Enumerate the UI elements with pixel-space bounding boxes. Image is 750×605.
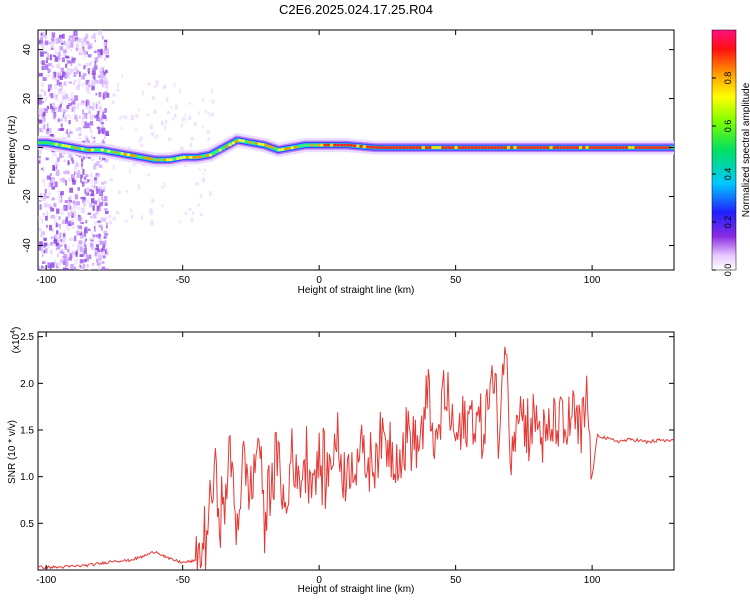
top-x-ticks: -100 -50 0 50 100 bbox=[36, 30, 601, 286]
bottom-y-tick-label-0: 0.5 bbox=[20, 519, 34, 530]
colorbar: 0.0 0.2 0.4 0.6 0.8 Normalized spectral ampl… bbox=[711, 29, 750, 277]
bottom-x-ticks: -100 -50 0 50 100 bbox=[36, 332, 601, 586]
bottom-y-tick-label-3: 2.0 bbox=[20, 379, 34, 390]
bottom-y-ticks: 0.5 1.0 1.5 2.0 2.5 bbox=[20, 332, 674, 530]
top-x-tick-label-4: 100 bbox=[584, 275, 601, 286]
top-y-tick-label-2: 0 bbox=[22, 144, 33, 150]
svg-text:(x104): (x104) bbox=[10, 327, 22, 354]
top-y-tick-label-0: -40 bbox=[22, 238, 33, 253]
y-scale-exponent: 4 bbox=[10, 330, 17, 334]
bottom-y-tick-label-2: 1.5 bbox=[20, 426, 34, 437]
spectrogram-panel: -100 -50 0 50 100 -40 -20 0 20 40 Height of stra… bbox=[7, 29, 675, 296]
colorbar-tick-label-2: 0.4 bbox=[723, 168, 733, 181]
bottom-x-tick-label-1: -50 bbox=[175, 575, 190, 586]
snr-series-line bbox=[38, 346, 674, 570]
chart-title: C2E6.2025.024.17.25.R04 bbox=[279, 2, 433, 17]
colorbar-label: Normalized spectral amplitude bbox=[741, 82, 750, 217]
bottom-y-tick-label-4: 2.5 bbox=[20, 332, 34, 343]
colorbar-ticks: 0.0 0.2 0.4 0.6 0.8 bbox=[712, 72, 733, 277]
bottom-y-tick-label-1: 1.0 bbox=[20, 472, 34, 483]
bottom-x-axis-label: Height of straight line (km) bbox=[298, 584, 415, 595]
bottom-y-axis-label: SNR (10 * v/v) bbox=[7, 420, 18, 484]
top-x-tick-label-2: 0 bbox=[316, 275, 322, 286]
colorbar-tick-label-0: 0.0 bbox=[723, 264, 733, 277]
snr-panel: -100 -50 0 50 100 0.5 1.0 1.5 2.0 2.5 Height of … bbox=[7, 327, 675, 595]
bottom-x-tick-label-0: -100 bbox=[36, 575, 56, 586]
top-y-tick-label-3: 20 bbox=[22, 93, 33, 105]
bottom-x-tick-label-4: 100 bbox=[584, 575, 601, 586]
top-x-tick-label-0: -100 bbox=[36, 275, 56, 286]
bottom-x-tick-label-2: 0 bbox=[316, 575, 322, 586]
top-y-axis-label: Frequency (Hz) bbox=[7, 116, 18, 185]
top-x-tick-label-1: -50 bbox=[175, 275, 190, 286]
y-scale-suffix: ) bbox=[11, 327, 22, 330]
colorbar-tick-label-4: 0.8 bbox=[723, 72, 733, 85]
colorbar-tick-label-1: 0.2 bbox=[723, 216, 733, 229]
bottom-x-tick-label-3: 50 bbox=[450, 575, 462, 586]
top-y-tick-label-1: -20 bbox=[22, 189, 33, 204]
snr-frame bbox=[37, 331, 675, 571]
top-x-axis-label: Height of straight line (km) bbox=[298, 285, 415, 296]
y-scale-prefix: (x10 bbox=[11, 333, 22, 353]
spectrogram-ridge bbox=[38, 132, 674, 167]
top-x-tick-label-3: 50 bbox=[450, 275, 462, 286]
top-y-ticks: -40 -20 0 20 40 bbox=[22, 44, 674, 253]
colorbar-tick-label-3: 0.6 bbox=[723, 120, 733, 133]
top-y-tick-label-4: 40 bbox=[22, 44, 33, 56]
y-scale-factor: (x104) bbox=[10, 327, 22, 354]
colorbar-gradient bbox=[711, 29, 737, 271]
